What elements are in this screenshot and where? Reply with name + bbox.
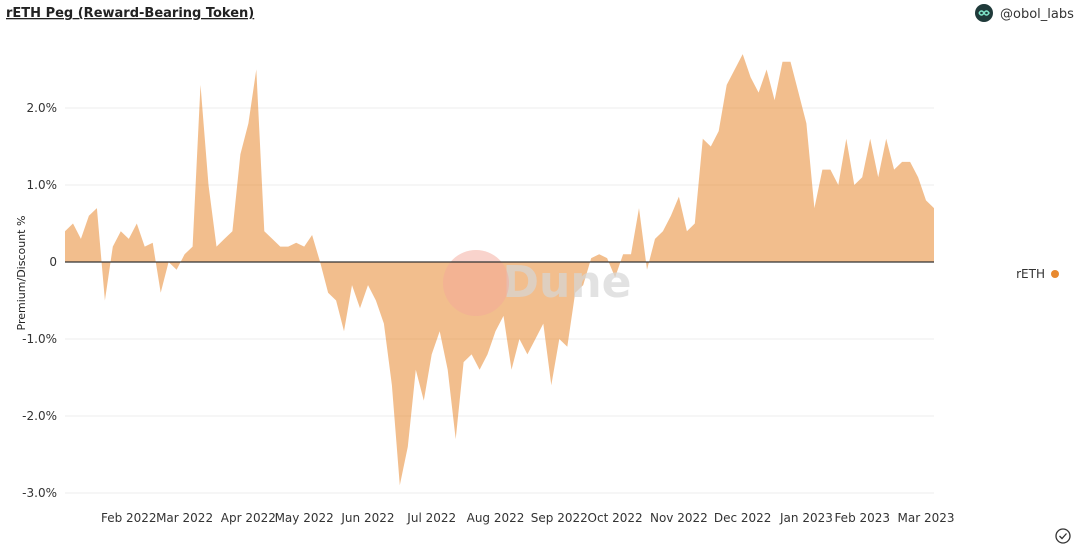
chart-title[interactable]: rETH Peg (Reward-Bearing Token) <box>6 6 254 21</box>
x-tick-label: May 2022 <box>275 511 334 525</box>
y-tick-label: -2.0% <box>22 409 57 423</box>
check-mark <box>1059 533 1067 540</box>
x-tick-label: Jun 2022 <box>340 511 394 525</box>
watermark-logo <box>443 250 509 316</box>
x-tick-label: Jan 2023 <box>779 511 833 525</box>
brand-logo-mark <box>978 10 990 16</box>
y-axis-label: Premium/Discount % <box>15 216 28 331</box>
x-tick-label: Mar 2023 <box>898 511 955 525</box>
author[interactable]: @obol_labs <box>1000 7 1074 22</box>
x-tick-label: Sep 2022 <box>531 511 588 525</box>
x-tick-label: Feb 2023 <box>834 511 890 525</box>
x-tick-label: Oct 2022 <box>588 511 643 525</box>
x-tick-label: Aug 2022 <box>467 511 525 525</box>
x-tick-label: Nov 2022 <box>650 511 708 525</box>
x-tick-label: Apr 2022 <box>221 511 276 525</box>
y-tick-label: 1.0% <box>27 178 58 192</box>
y-tick-label: -1.0% <box>22 332 57 346</box>
x-tick-label: Dec 2022 <box>714 511 772 525</box>
x-tick-label: Mar 2022 <box>156 511 213 525</box>
watermark: Dune <box>502 257 631 308</box>
x-tick-label: Jul 2022 <box>406 511 456 525</box>
y-tick-label: -3.0% <box>22 486 57 500</box>
x-tick-label: Feb 2022 <box>101 511 157 525</box>
legend-label: rETH <box>1016 267 1045 281</box>
y-tick-label: 2.0% <box>27 101 58 115</box>
legend-swatch <box>1051 270 1059 278</box>
y-tick-label: 0 <box>49 255 57 269</box>
check-icon[interactable] <box>1055 528 1071 544</box>
